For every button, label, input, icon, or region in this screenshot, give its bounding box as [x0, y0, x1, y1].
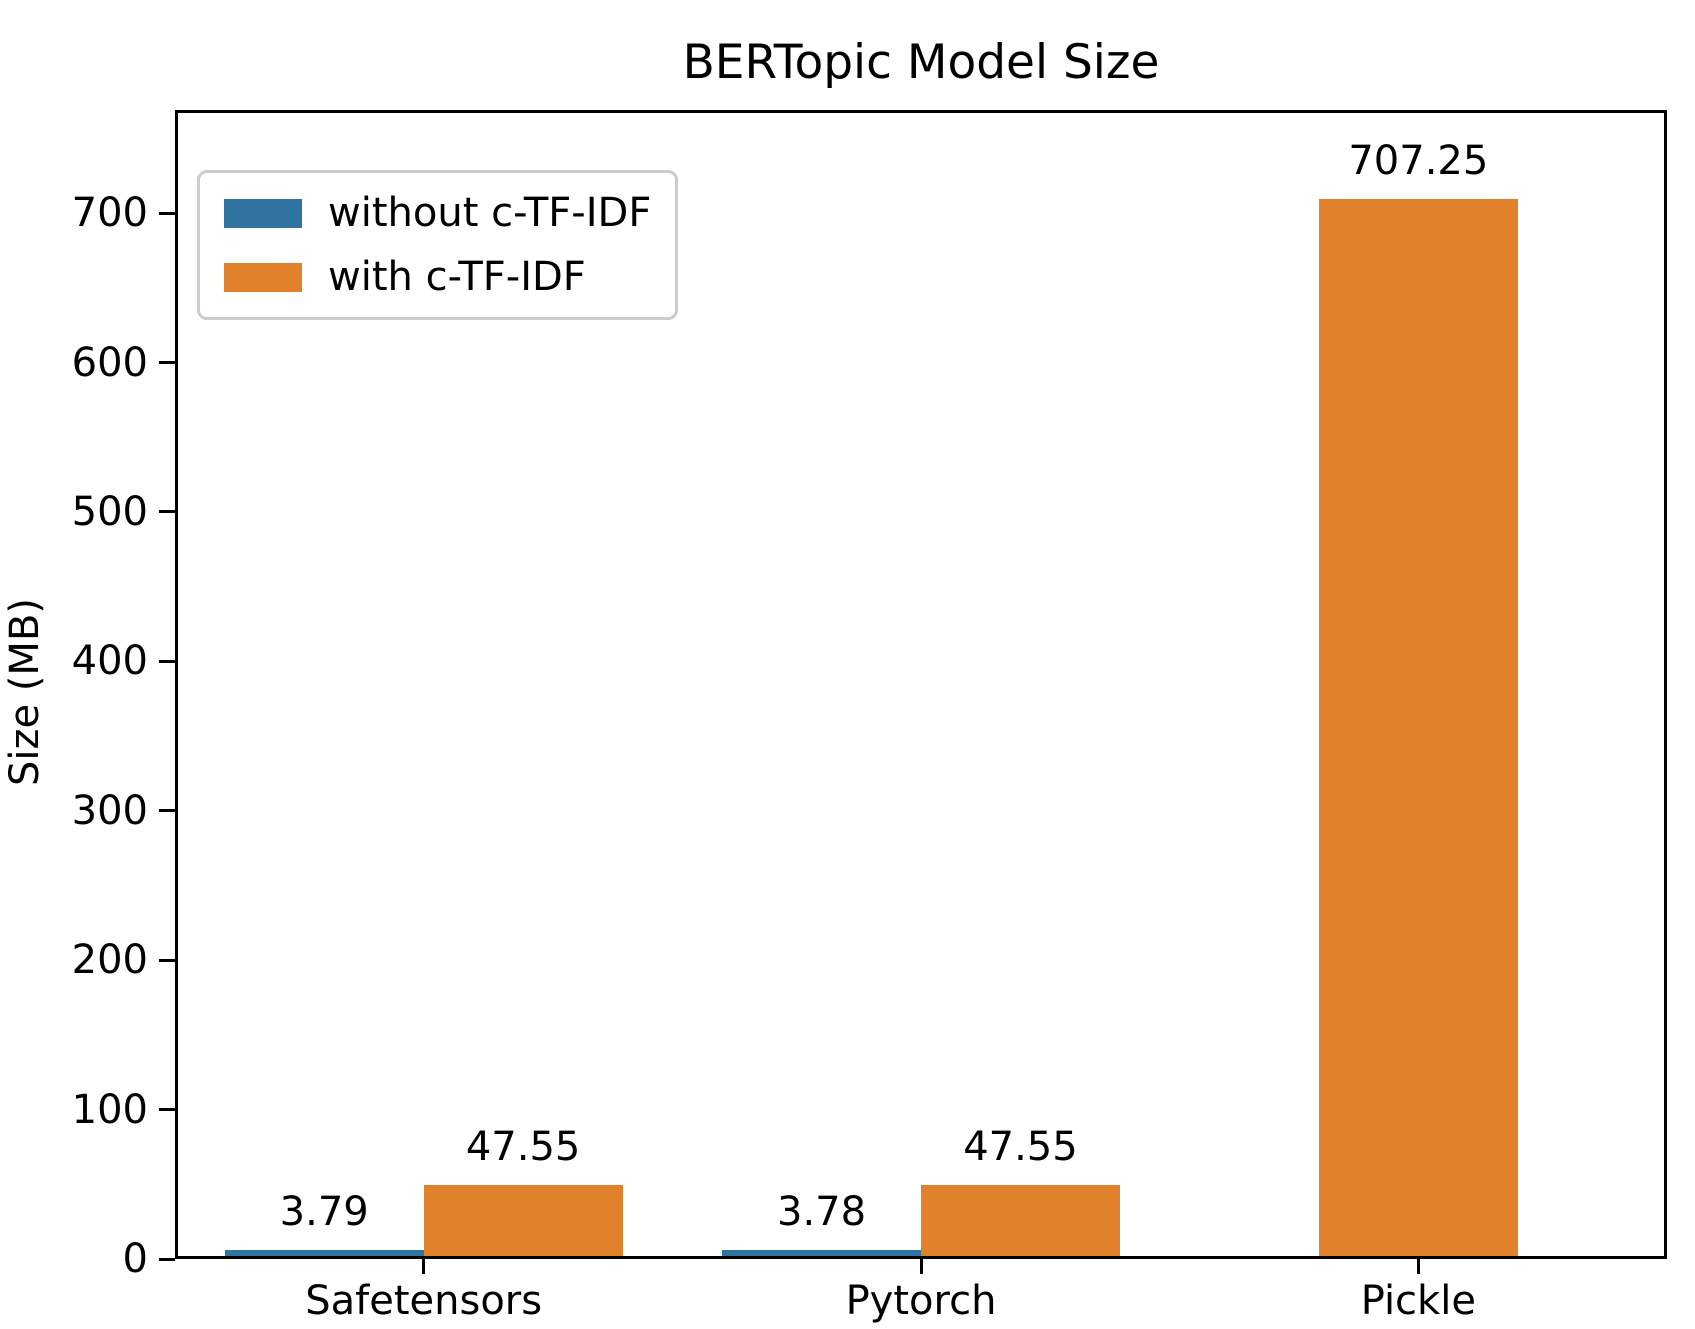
- bar-value-label: 47.55: [963, 1123, 1078, 1170]
- legend-label: without c-TF-IDF: [328, 190, 652, 236]
- x-tick-label: Pytorch: [845, 1278, 997, 1324]
- y-tick: [159, 1257, 175, 1261]
- y-tick-label: 200: [71, 937, 148, 984]
- y-tick-label: 700: [71, 190, 148, 237]
- legend-swatch: [224, 262, 302, 292]
- y-axis-label: Size (MB): [2, 598, 48, 786]
- y-tick: [159, 958, 175, 962]
- x-tick: [422, 1258, 426, 1274]
- y-tick-label: 600: [71, 339, 148, 386]
- bar-pytorch-without-ctfidf: [722, 1250, 921, 1256]
- bar-value-label: 47.55: [465, 1123, 581, 1170]
- bar-value-label: 707.25: [1348, 138, 1489, 185]
- x-tick-label: Safetensors: [305, 1278, 543, 1324]
- chart-title: BERTopic Model Size: [682, 35, 1160, 90]
- bar-value-label: 3.78: [777, 1189, 867, 1236]
- y-tick-label: 0: [122, 1236, 148, 1282]
- bar-value-label: 3.79: [279, 1189, 369, 1236]
- y-tick-label: 500: [71, 488, 148, 535]
- y-tick-label: 400: [71, 638, 148, 685]
- legend-swatch: [224, 198, 302, 228]
- x-tick-label: Pickle: [1360, 1278, 1476, 1324]
- bar-pickle-with-ctfidf: [1318, 199, 1518, 1256]
- bar-pytorch-with-ctfidf: [921, 1184, 1120, 1256]
- legend: without c-TF-IDF with c-TF-IDF: [197, 170, 679, 320]
- y-tick: [159, 809, 175, 813]
- y-tick-label: 300: [71, 787, 148, 834]
- y-tick: [159, 211, 175, 215]
- y-tick: [159, 510, 175, 514]
- legend-entry: without c-TF-IDF: [224, 187, 651, 239]
- y-tick-label: 100: [71, 1086, 148, 1133]
- x-tick: [919, 1258, 923, 1274]
- y-tick: [159, 1108, 175, 1112]
- y-tick: [159, 659, 175, 663]
- bar-safetensors-without-ctfidf: [224, 1250, 424, 1256]
- legend-label: with c-TF-IDF: [328, 254, 586, 300]
- x-tick: [1416, 1258, 1420, 1274]
- legend-entry: with c-TF-IDF: [224, 251, 651, 303]
- y-tick: [159, 361, 175, 364]
- bar-safetensors-with-ctfidf: [423, 1184, 623, 1256]
